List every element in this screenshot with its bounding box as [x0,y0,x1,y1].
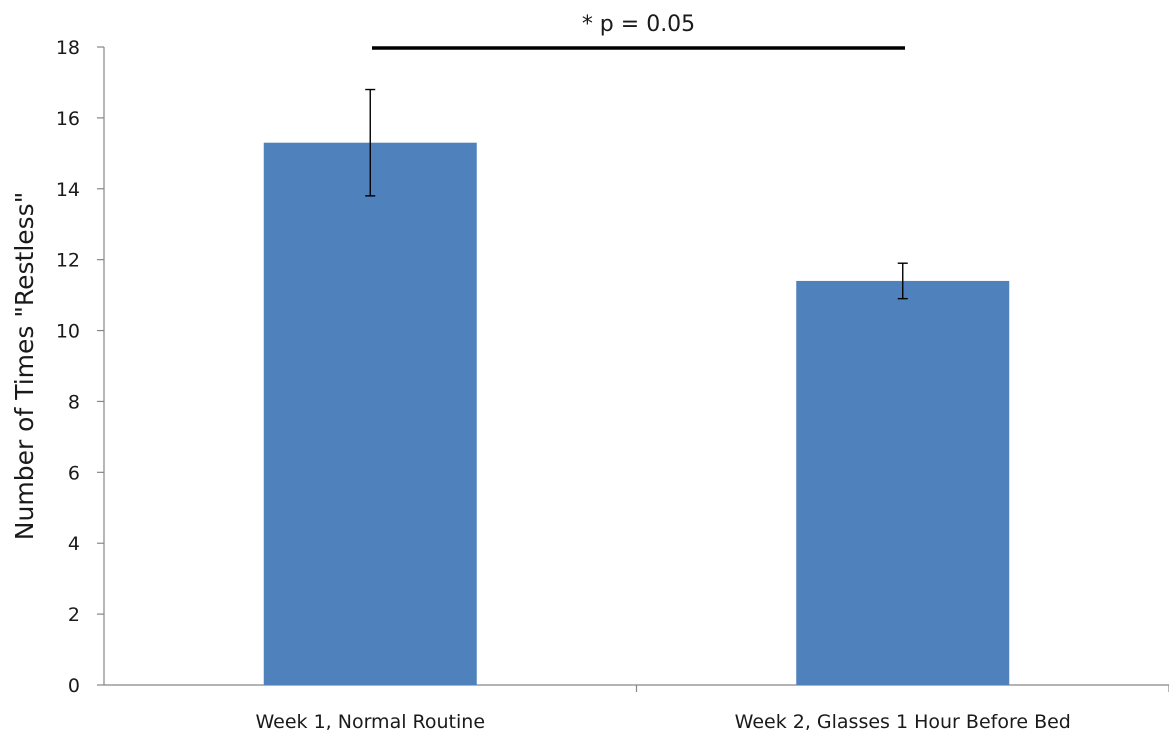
bars [263,142,1010,685]
y-tick-label: 12 [56,250,80,272]
y-tick-label: 0 [68,675,80,697]
y-tick-label: 14 [56,179,80,201]
bar [796,280,1010,685]
significance-label: * p = 0.05 [582,12,695,37]
y-axis-label: Number of Times "Restless" [10,192,39,540]
y-tick-label: 10 [56,321,80,343]
y-tick-label: 2 [68,604,80,626]
error-bars [365,88,908,300]
labels: 0 2 4 6 8 10 12 14 16 18 Week 1, Normal Routine Wee… [56,37,1071,733]
significance-annotation: * p = 0.05 [372,12,905,50]
y-tick-label: 18 [56,37,80,59]
y-tick-label: 8 [68,391,80,413]
x-category-label: Week 1, Normal Routine [255,711,485,733]
y-tick-label: 6 [68,462,80,484]
y-tick-label: 4 [68,533,80,555]
y-tick-label: 16 [56,108,80,130]
bar [263,142,477,685]
x-category-label: Week 2, Glasses 1 Hour Before Bed [735,711,1071,733]
